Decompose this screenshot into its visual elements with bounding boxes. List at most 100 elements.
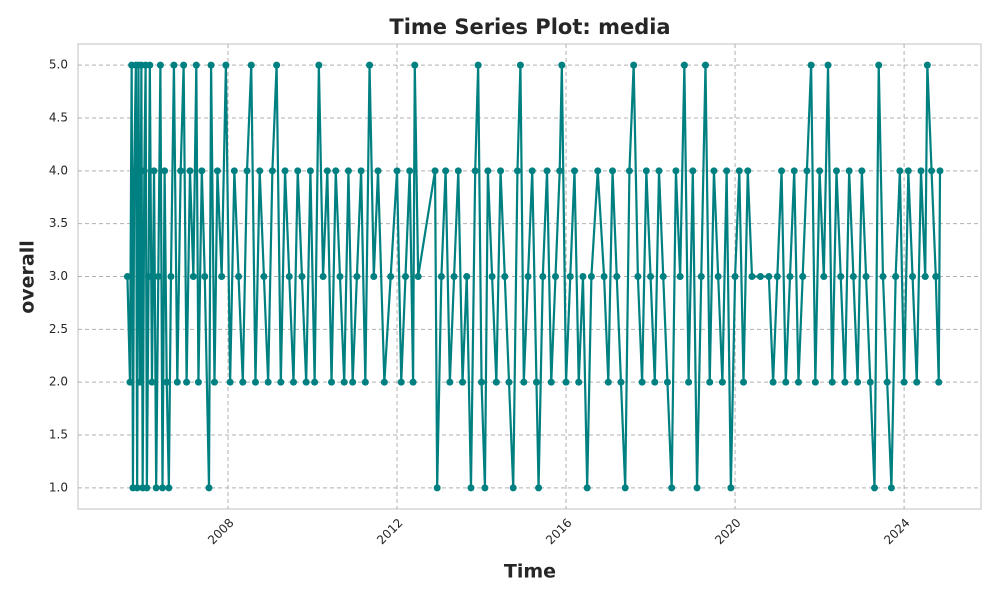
data-point [235,273,243,280]
data-point [516,61,524,69]
data-point [685,378,693,386]
data-point [194,378,202,386]
data-point [401,273,409,280]
data-point [251,378,259,386]
data-point [904,167,912,175]
data-point [862,273,870,280]
data-point [782,378,790,386]
data-point [547,378,555,386]
data-point [361,378,369,386]
data-point [928,167,936,175]
data-point [239,378,247,386]
data-point [497,167,505,175]
data-point [387,273,395,280]
data-point [311,378,319,386]
data-point [837,273,845,280]
data-point [668,484,676,492]
data-point [932,273,940,280]
data-point [501,273,509,280]
data-point [357,167,365,175]
data-point [150,167,158,175]
data-point [340,378,348,386]
data-point [370,273,378,280]
data-point [173,378,181,386]
data-point [488,273,496,280]
data-point [201,273,209,280]
x-tick-label: 2012 [374,516,405,547]
data-point [513,167,521,175]
data-point [634,273,642,280]
data-point [145,273,153,280]
data-point [871,484,879,492]
data-point [794,378,802,386]
data-point [349,378,357,386]
data-point [609,167,617,175]
data-point [294,167,302,175]
data-point [854,378,862,386]
y-axis-label: overall [17,240,39,314]
data-point [183,378,191,386]
data-point [879,273,887,280]
data-point [505,378,513,386]
data-point [161,167,169,175]
data-point [744,167,752,175]
x-axis-label: Time [504,561,556,583]
data-point [621,484,629,492]
data-point [442,167,450,175]
y-tick-label: 1.5 [49,428,68,442]
data-point [748,273,756,280]
data-point [306,167,314,175]
data-point [714,273,722,280]
data-point [298,273,306,280]
data-point [697,273,705,280]
data-point [268,167,276,175]
data-point [509,484,517,492]
data-point [659,273,667,280]
data-point [159,484,167,492]
data-point [566,273,574,280]
data-point [655,167,663,175]
data-point [693,484,701,492]
data-point [638,378,646,386]
data-point [264,378,272,386]
data-point [663,378,671,386]
data-point [156,61,164,69]
data-point [431,167,439,175]
data-point [140,167,148,175]
data-point [828,378,836,386]
data-point [551,273,559,280]
data-point [594,167,602,175]
data-point [735,167,743,175]
data-point [463,273,471,280]
data-point [277,378,285,386]
data-point [411,61,419,69]
chart-title: Time Series Plot: media [389,15,670,39]
data-point [319,273,327,280]
y-tick-label: 3.0 [49,269,68,283]
data-point [778,167,786,175]
data-point [136,378,144,386]
data-point [328,378,336,386]
data-point [154,273,162,280]
data-point [165,484,173,492]
x-tick-label: 2008 [205,516,236,547]
data-point [222,61,230,69]
data-point [625,167,633,175]
x-tick-label: 2024 [881,516,912,547]
data-point [467,484,475,492]
data-point [786,273,794,280]
data-point [285,273,293,280]
data-point [180,61,188,69]
data-point [562,378,570,386]
data-point [571,167,579,175]
data-point [332,167,340,175]
data-point [816,167,824,175]
data-point [273,61,281,69]
data-point [478,378,486,386]
data-point [163,378,171,386]
data-point [579,273,587,280]
data-point [146,61,154,69]
data-point [845,167,853,175]
data-point [799,273,807,280]
